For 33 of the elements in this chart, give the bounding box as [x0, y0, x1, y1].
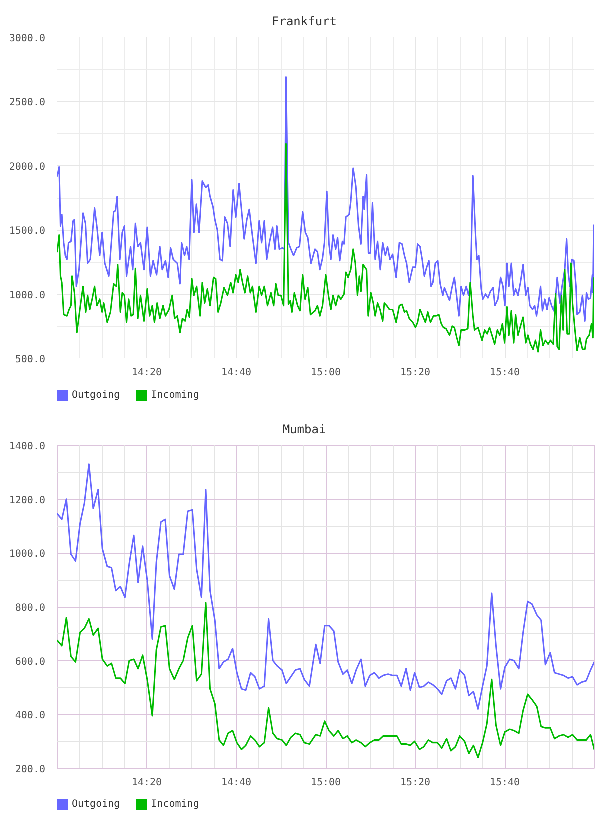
x-tick-label: 15:20: [400, 368, 431, 378]
y-tick-label: 1000.0: [9, 290, 46, 302]
y-tick-label: 1000.0: [9, 549, 46, 560]
y-tick-label: 1500.0: [9, 226, 46, 238]
chart-title: Frankfurt: [272, 14, 338, 28]
line-series: [58, 143, 594, 353]
x-tick-label: 14:20: [132, 778, 162, 788]
y-tick-label: 500.0: [15, 354, 46, 366]
y-tick-label: 1400.0: [9, 442, 46, 452]
y-tick-label: 400.0: [15, 710, 46, 722]
y-tick-label: 2500.0: [9, 98, 46, 109]
legend-label: Outgoing: [72, 799, 120, 810]
x-tick-label: 14:40: [221, 778, 252, 788]
x-tick-label: 14:20: [132, 368, 162, 378]
y-tick-label: 3000.0: [9, 34, 46, 44]
chart-title: Mumbai: [282, 422, 326, 436]
line-series: [58, 464, 594, 710]
legend-label: Incoming: [151, 799, 200, 810]
x-tick-label: 15:20: [400, 778, 431, 788]
x-tick-label: 14:40: [221, 368, 252, 378]
y-tick-label: 200.0: [15, 764, 46, 776]
x-tick-label: 15:00: [310, 778, 342, 788]
line-series: [58, 602, 594, 758]
x-tick-label: 15:40: [490, 778, 520, 788]
line-series: [58, 76, 594, 322]
x-tick-label: 15:00: [310, 368, 342, 378]
y-tick-label: 800.0: [15, 603, 46, 614]
legend-label: Incoming: [151, 390, 200, 401]
y-tick-label: 1200.0: [9, 495, 46, 506]
x-tick-label: 15:40: [490, 368, 520, 378]
y-tick-label: 2000.0: [9, 162, 46, 173]
legend-label: Outgoing: [72, 390, 120, 401]
y-tick-label: 600.0: [15, 656, 46, 668]
